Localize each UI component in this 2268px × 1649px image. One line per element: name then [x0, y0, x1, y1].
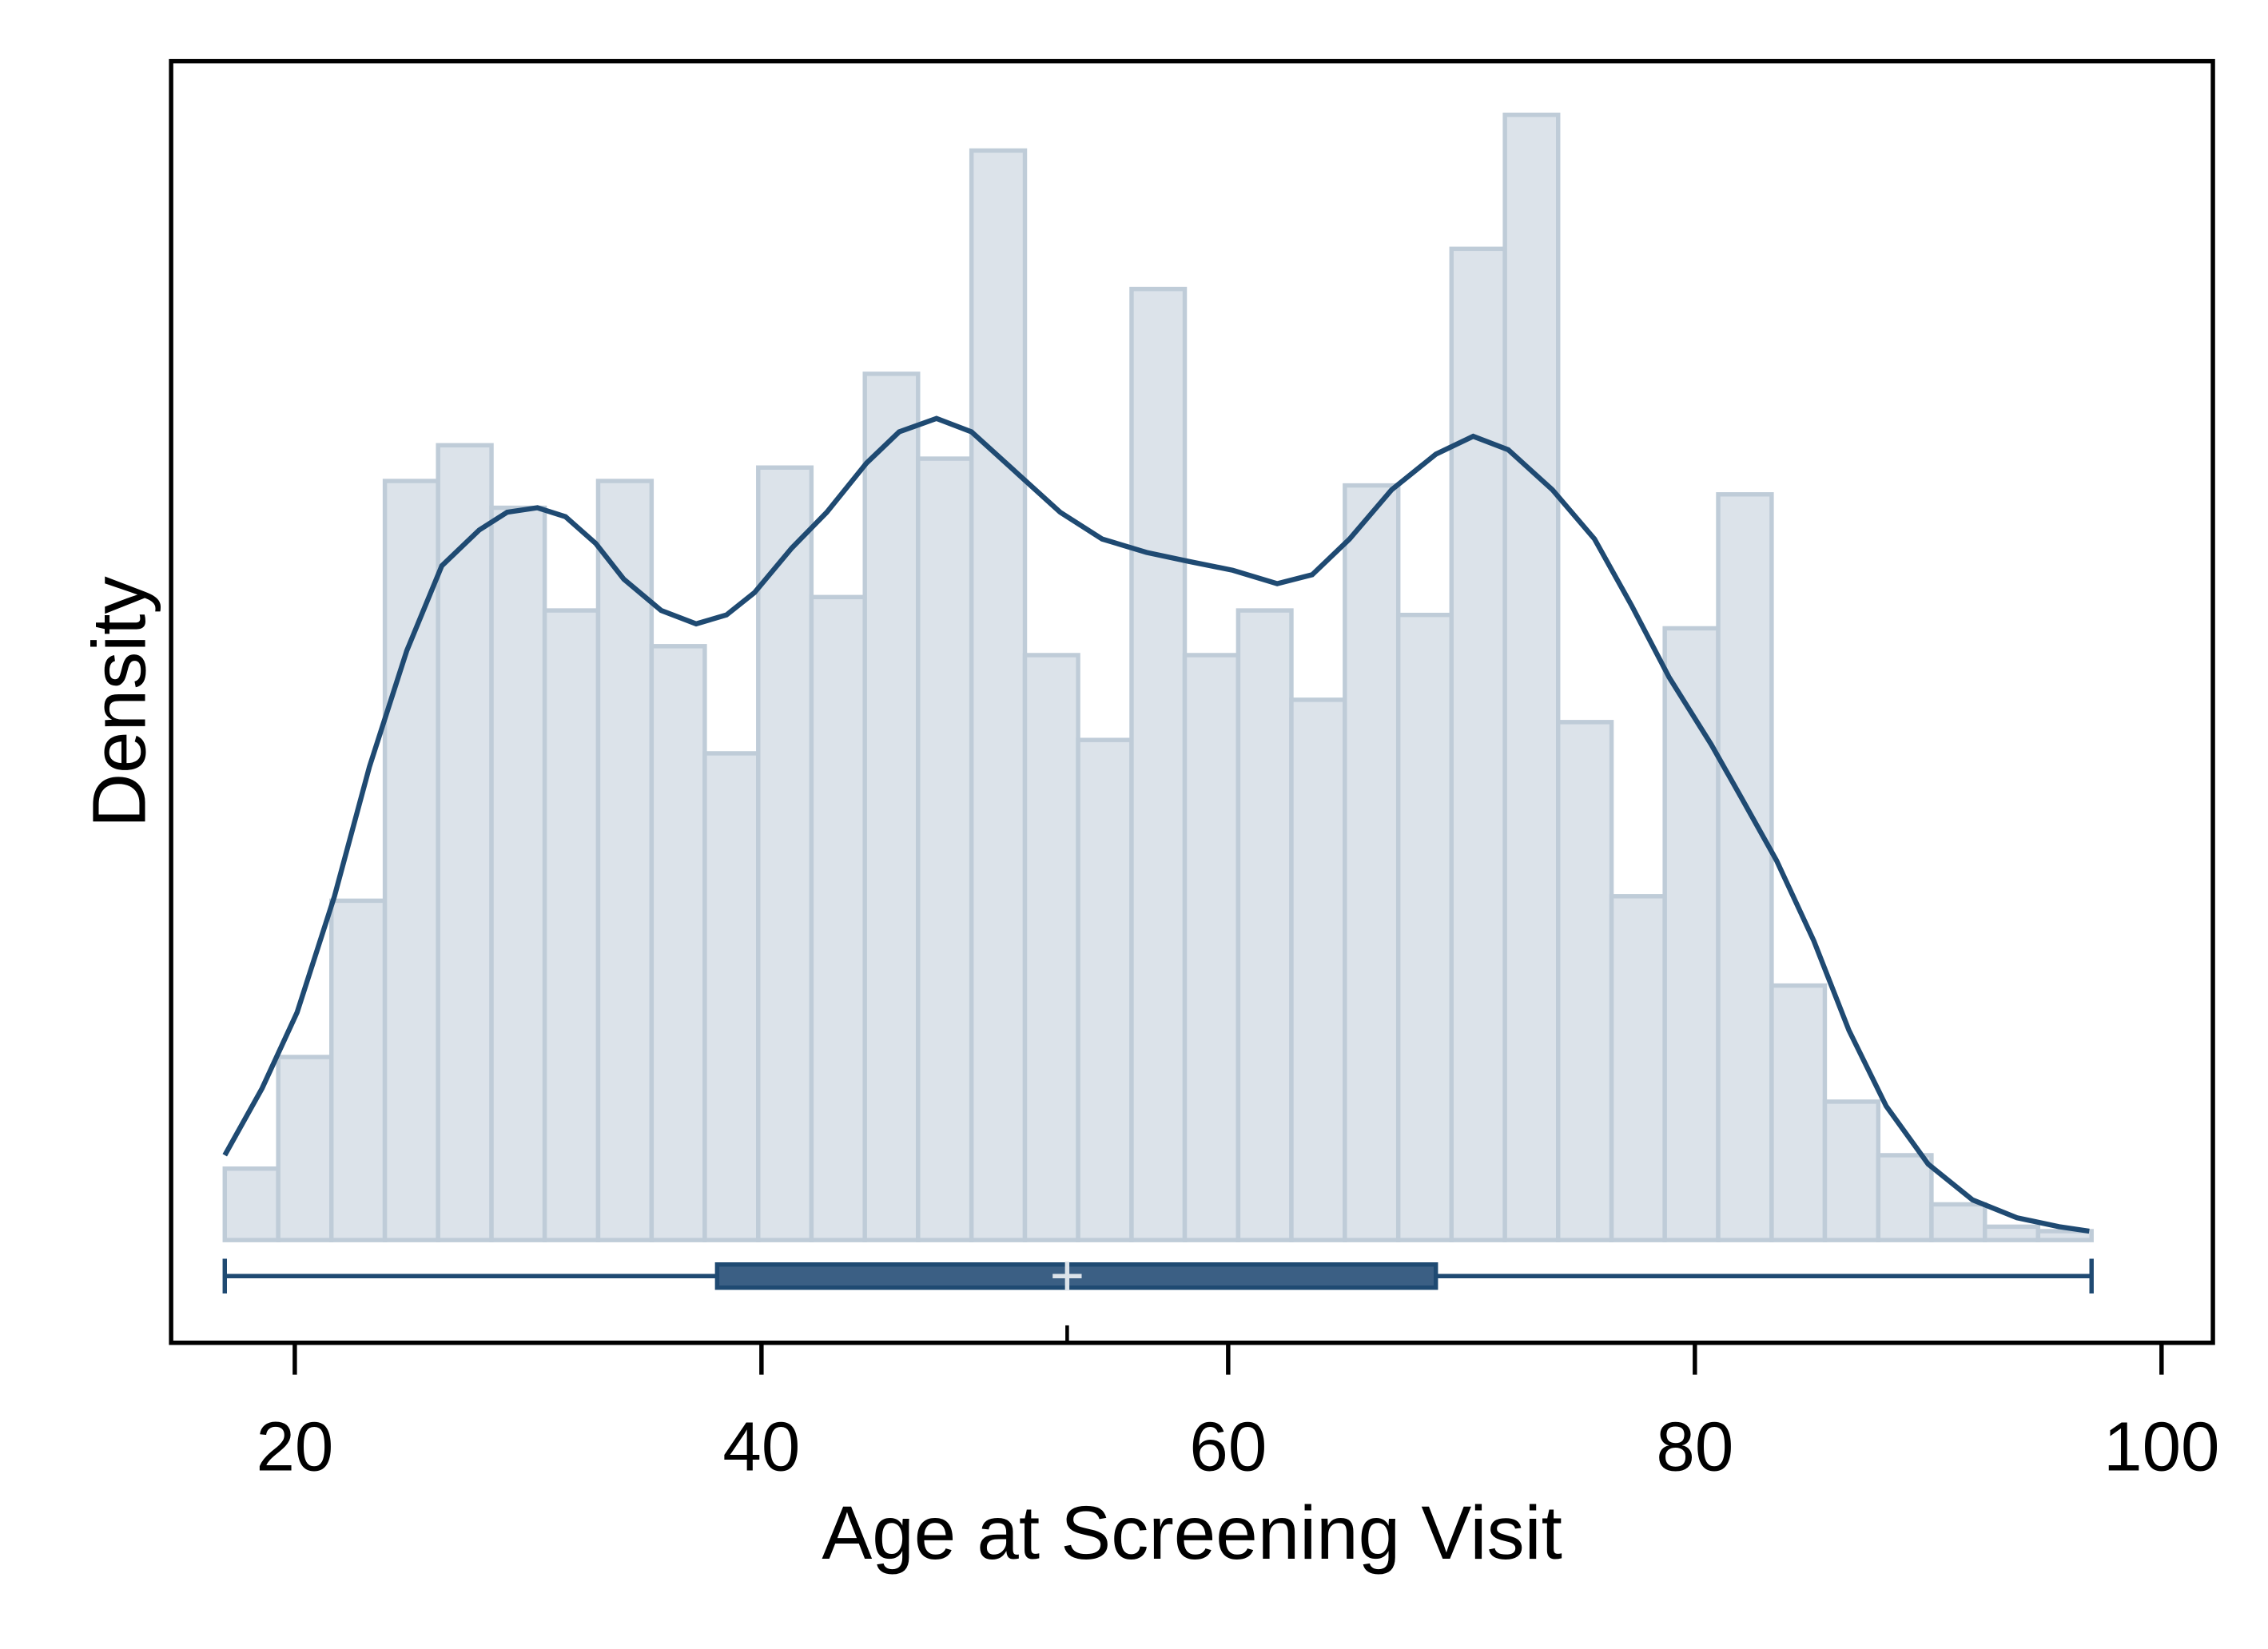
- histogram-bar: [916, 456, 974, 1242]
- histogram-bar: [1555, 720, 1614, 1242]
- histogram-bar: [702, 751, 761, 1242]
- x-tick-label: 80: [1656, 1408, 1733, 1485]
- histogram-bar: [1022, 653, 1080, 1242]
- x-tick-label: 100: [2103, 1408, 2219, 1485]
- histogram-bar: [1076, 737, 1134, 1242]
- histogram-bar: [595, 479, 655, 1242]
- histogram-bar: [756, 465, 814, 1242]
- histogram-bar: [1929, 1202, 1987, 1242]
- histogram-bar: [809, 594, 867, 1242]
- histogram-bar: [1502, 112, 1561, 1242]
- histogram-bar: [1395, 612, 1454, 1242]
- x-tick-label: 20: [256, 1408, 333, 1485]
- histogram-bar: [1129, 286, 1188, 1242]
- histogram-bar: [436, 443, 494, 1242]
- histogram-bar: [862, 372, 921, 1242]
- histogram-bar: [1769, 983, 1828, 1242]
- x-tick-label: 60: [1189, 1408, 1267, 1485]
- histogram-bar: [2035, 1229, 2094, 1242]
- histogram-bar: [1182, 653, 1241, 1242]
- histogram-bar: [1235, 608, 1294, 1242]
- histogram-bar: [1449, 246, 1507, 1242]
- histogram-bar: [542, 608, 601, 1242]
- x-tick-label: 40: [722, 1408, 800, 1485]
- histogram-bar: [1716, 492, 1774, 1242]
- plot-frame: [169, 58, 2215, 1345]
- histogram-bar: [222, 1166, 281, 1242]
- histogram-bar: [489, 505, 547, 1242]
- histogram-bar: [969, 148, 1028, 1242]
- histogram-bar: [276, 1055, 334, 1242]
- y-axis-label: Density: [77, 576, 161, 828]
- histogram-bar: [1662, 626, 1721, 1242]
- histogram-bar: [1609, 894, 1667, 1242]
- histogram-bar: [1289, 697, 1347, 1242]
- histogram-bar: [1822, 1099, 1881, 1242]
- density-curve: [222, 415, 2090, 1234]
- histogram-bar: [382, 479, 440, 1242]
- histogram-bar: [328, 898, 388, 1242]
- histogram-bar: [1983, 1224, 2041, 1242]
- median-marker: [1052, 1262, 1082, 1291]
- x-axis-label: Age at Screening Visit: [822, 1491, 1562, 1575]
- histogram-bar: [1343, 483, 1401, 1242]
- histogram-bar: [649, 644, 707, 1242]
- histogram-bar: [1876, 1153, 1934, 1242]
